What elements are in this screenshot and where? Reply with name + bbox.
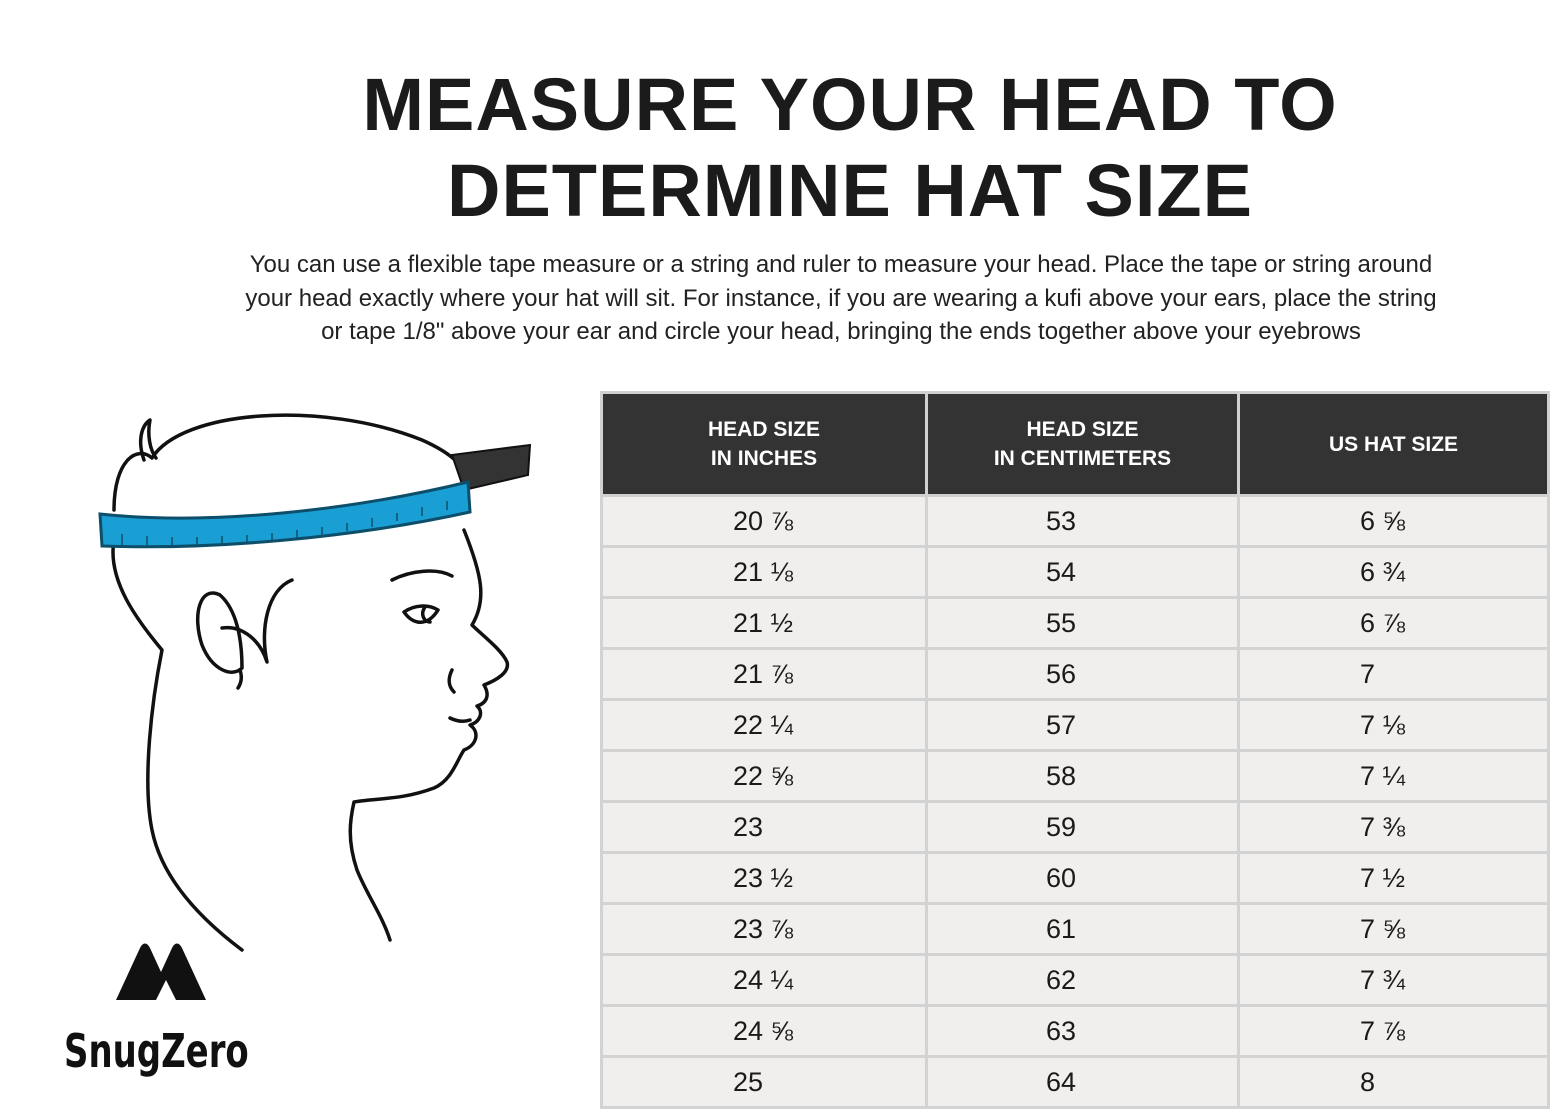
cell-centimeters: 57 bbox=[925, 698, 1240, 752]
cell-centimeters: 61 bbox=[925, 902, 1240, 956]
instructions-line-2: your head exactly where your hat will si… bbox=[245, 284, 1437, 312]
cell-us-size: 7 ⅝ bbox=[1237, 902, 1550, 956]
title-line-1: MEASURE YOUR HEAD TO bbox=[362, 63, 1338, 146]
cell-centimeters: 64 bbox=[925, 1055, 1240, 1109]
cell-inches: 23 ½ bbox=[600, 851, 928, 905]
table-row: 22 ⅝ 58 7 ¼ bbox=[600, 749, 1550, 803]
cell-centimeters: 63 bbox=[925, 1004, 1240, 1058]
cell-centimeters: 54 bbox=[925, 545, 1240, 599]
cell-us-size: 7 bbox=[1237, 647, 1550, 701]
header-head-size-centimeters: HEAD SIZE IN CENTIMETERS bbox=[925, 391, 1240, 497]
page-title: MEASURE YOUR HEAD TO DETERMINE HAT SIZE bbox=[300, 62, 1400, 234]
table-row: 21 ½ 55 6 ⅞ bbox=[600, 596, 1550, 650]
table-row: 23 ½ 60 7 ½ bbox=[600, 851, 1550, 905]
brand-name: SnugZero bbox=[64, 1024, 249, 1078]
cell-inches: 25 bbox=[600, 1055, 928, 1109]
table-header-row: HEAD SIZE IN INCHES HEAD SIZE IN CENTIME… bbox=[600, 391, 1550, 497]
table-row: 25 64 8 bbox=[600, 1055, 1550, 1109]
cell-us-size: 7 ⅜ bbox=[1237, 800, 1550, 854]
cell-centimeters: 62 bbox=[925, 953, 1240, 1007]
table-row: 20 ⅞ 53 6 ⅝ bbox=[600, 494, 1550, 548]
cell-inches: 24 ⅝ bbox=[600, 1004, 928, 1058]
cell-centimeters: 56 bbox=[925, 647, 1240, 701]
cell-inches: 22 ¼ bbox=[600, 698, 928, 752]
hat-size-table: HEAD SIZE IN INCHES HEAD SIZE IN CENTIME… bbox=[600, 391, 1550, 1109]
strap-back bbox=[450, 443, 532, 492]
cell-us-size: 7 ¾ bbox=[1237, 953, 1550, 1007]
twin-peaks-mountain-icon bbox=[116, 943, 206, 1000]
title-line-2: DETERMINE HAT SIZE bbox=[447, 149, 1253, 232]
cell-inches: 23 ⅞ bbox=[600, 902, 928, 956]
cell-inches: 21 ⅞ bbox=[600, 647, 928, 701]
cell-us-size: 6 ¾ bbox=[1237, 545, 1550, 599]
cell-centimeters: 55 bbox=[925, 596, 1240, 650]
cell-inches: 22 ⅝ bbox=[600, 749, 928, 803]
cell-centimeters: 53 bbox=[925, 494, 1240, 548]
cell-us-size: 8 bbox=[1237, 1055, 1550, 1109]
cell-us-size: 6 ⅝ bbox=[1237, 494, 1550, 548]
table-row: 23 ⅞ 61 7 ⅝ bbox=[600, 902, 1550, 956]
cell-us-size: 7 ⅞ bbox=[1237, 1004, 1550, 1058]
cell-inches: 20 ⅞ bbox=[600, 494, 928, 548]
header-head-size-inches: HEAD SIZE IN INCHES bbox=[600, 391, 928, 497]
cell-us-size: 7 ½ bbox=[1237, 851, 1550, 905]
table-row: 22 ¼ 57 7 ⅛ bbox=[600, 698, 1550, 752]
instructions-text: You can use a flexible tape measure or a… bbox=[135, 248, 1547, 349]
cell-inches: 21 ½ bbox=[600, 596, 928, 650]
cell-inches: 24 ¼ bbox=[600, 953, 928, 1007]
table-row: 21 ⅞ 56 7 bbox=[600, 647, 1550, 701]
table-row: 23 59 7 ⅜ bbox=[600, 800, 1550, 854]
cell-inches: 21 ⅛ bbox=[600, 545, 928, 599]
table-row: 24 ⅝ 63 7 ⅞ bbox=[600, 1004, 1550, 1058]
cell-centimeters: 59 bbox=[925, 800, 1240, 854]
table-row: 21 ⅛ 54 6 ¾ bbox=[600, 545, 1550, 599]
cell-inches: 23 bbox=[600, 800, 928, 854]
cell-us-size: 7 ¼ bbox=[1237, 749, 1550, 803]
head-measuring-illustration bbox=[98, 413, 532, 952]
cell-centimeters: 58 bbox=[925, 749, 1240, 803]
measuring-tape-icon bbox=[98, 480, 472, 549]
instructions-line-3: or tape 1/8" above your ear and circle y… bbox=[321, 318, 1361, 345]
cell-centimeters: 60 bbox=[925, 851, 1240, 905]
cell-us-size: 7 ⅛ bbox=[1237, 698, 1550, 752]
header-us-hat-size: US HAT SIZE bbox=[1237, 391, 1550, 497]
table-row: 24 ¼ 62 7 ¾ bbox=[600, 953, 1550, 1007]
cell-us-size: 6 ⅞ bbox=[1237, 596, 1550, 650]
brand-logo: SnugZero bbox=[64, 940, 264, 1090]
instructions-line-1: You can use a flexible tape measure or a… bbox=[249, 251, 1433, 278]
